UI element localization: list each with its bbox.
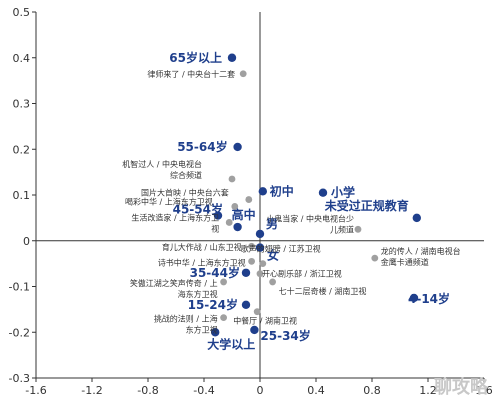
demographic-label: 初中 <box>270 183 294 198</box>
y-tick-label: -0.1 <box>9 281 30 294</box>
program-point <box>220 314 228 322</box>
program-label: 国片大首映 / 中央台六套 <box>141 188 229 198</box>
y-tick-label: -0.3 <box>9 372 30 385</box>
program-label: 小鬼当家 / 中央电视台少儿频道 <box>266 213 354 234</box>
program-point <box>248 242 256 250</box>
x-tick-label: -1.6 <box>25 384 46 397</box>
demographic-label: 45-54岁 <box>173 202 223 217</box>
demographic-label: 男 <box>266 217 278 231</box>
x-tick-label: 0.4 <box>307 384 325 397</box>
x-tick-label: -1.2 <box>81 384 102 397</box>
x-tick-label: -0.4 <box>193 384 214 397</box>
program-label: 龙的传人 / 湖南电视台金鹰卡通频道 <box>381 246 461 267</box>
axes: -1.6 -1.2 -0.8 -0.4 0 0.4 0.8 1.2 1.6 0.5 0.4 0.3 0.… <box>9 6 493 397</box>
program-label: 育儿大作战 / 山东卫视 <box>162 242 242 252</box>
y-tick-label: 0.1 <box>13 189 31 202</box>
demographic-label: 大学以上 <box>207 336 255 351</box>
demographic-point <box>318 188 328 197</box>
program-point <box>354 225 362 233</box>
demographic-point <box>250 325 259 335</box>
demographic-label: 15-24岁 <box>188 297 238 312</box>
demographic-label: 小学 <box>331 185 355 200</box>
program-point <box>231 203 239 210</box>
program-label: 律师来了 / 中央台十二套 <box>147 69 235 79</box>
program-label: 开心剧乐部 / 浙江卫视 <box>262 269 342 279</box>
program-point <box>256 270 264 278</box>
program-point <box>220 278 228 286</box>
demographic-point <box>227 53 237 62</box>
demographic-label: 35-44岁 <box>190 265 240 280</box>
demographic-point <box>412 213 421 223</box>
program-point <box>239 70 247 78</box>
x-tick-label: 0.8 <box>363 384 381 397</box>
demographic-label: 高中 <box>232 207 256 222</box>
y-tick-label: 0.5 <box>13 6 31 19</box>
program-point <box>253 308 261 316</box>
program-label: 中餐厅 / 湖南卫视 <box>233 316 297 326</box>
demographic-label: 25-34岁 <box>260 328 310 343</box>
program-point <box>225 219 233 226</box>
demographic-label: 4-14岁 <box>408 291 450 306</box>
program-label: 七十二层奇楼 / 湖南卫视 <box>279 286 367 296</box>
demographic-label: 女 <box>267 248 279 263</box>
data-points <box>211 53 421 337</box>
y-tick-label: 0.4 <box>13 52 31 65</box>
program-label: 笑傲江湖之笑声传奇 / 上海东方卫视 <box>130 278 218 299</box>
program-label: 喝彩中华 / 上海东方卫视 <box>125 196 213 206</box>
x-tick-label: 1.2 <box>419 384 437 397</box>
demographic-point <box>211 328 220 337</box>
program-label: 生活改造家 / 上海东方卫视 <box>131 212 219 233</box>
y-tick-label: -0.2 <box>9 326 30 339</box>
program-point <box>371 254 379 262</box>
program-point <box>245 196 253 203</box>
x-tick-label: 1.6 <box>475 384 493 397</box>
demographic-point <box>233 222 242 232</box>
demographic-point <box>255 229 265 239</box>
x-tick-label: -0.8 <box>137 384 158 397</box>
demographic-point <box>241 268 251 277</box>
demographic-point <box>241 300 251 309</box>
watermark-text: 聊攻略 <box>434 376 489 398</box>
program-label: 机智过人 / 中央电视台综合频道 <box>122 159 202 180</box>
demographic-label: 55-64岁 <box>177 139 227 154</box>
demographic-label: 未受过正规教育 <box>324 198 409 213</box>
x-tick-label: 0 <box>257 384 264 397</box>
y-tick-label: 0 <box>23 235 30 248</box>
demographic-point <box>213 211 223 220</box>
program-point <box>269 278 276 286</box>
demographic-point <box>233 142 242 152</box>
demographic-point <box>258 187 267 196</box>
demographic-point <box>409 293 419 303</box>
demographic-label: 65岁以上 <box>169 50 222 65</box>
program-point <box>248 257 256 265</box>
program-label: 诗书中华 / 上海东方卫视 <box>158 257 246 267</box>
y-tick-label: 0.2 <box>13 143 31 156</box>
demographic-point <box>255 243 265 252</box>
program-label: 挑战的法则 / 上海东方卫视 <box>154 314 218 335</box>
y-tick-label: 0.3 <box>13 98 31 111</box>
program-point <box>228 175 236 183</box>
program-point <box>259 260 267 268</box>
program-label: 歌声的翅膀 / 江苏卫视 <box>241 244 321 254</box>
